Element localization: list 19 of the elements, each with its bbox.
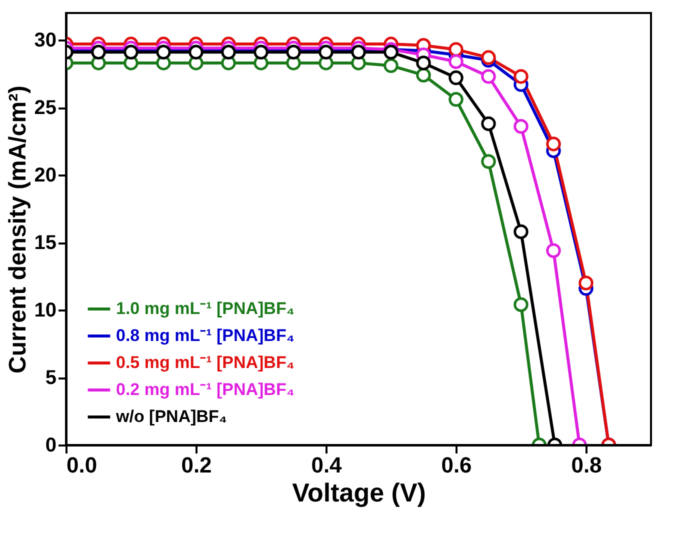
legend-label: 0.5 mg mL⁻¹ [PNA]BF₄ (116, 353, 294, 372)
legend-label: 0.2 mg mL⁻¹ [PNA]BF₄ (116, 380, 294, 399)
x-axis-title: Voltage (V) (292, 478, 426, 508)
y-axis-title: Current density (mA/cm²) (4, 85, 32, 374)
y-tick-label: 5 (45, 367, 56, 389)
x-tick-label: 0.6 (441, 452, 472, 478)
x-tick-label: 0.8 (571, 452, 602, 478)
legend-label: w/o [PNA]BF₄ (115, 407, 228, 426)
legend-label: 1.0 mg mL⁻¹ [PNA]BF₄ (116, 299, 294, 318)
legend-label: 0.8 mg mL⁻¹ [PNA]BF₄ (116, 326, 294, 345)
x-tick-label: 0.2 (181, 452, 212, 478)
y-tick-label: 10 (34, 300, 56, 322)
x-tick-label: 0.4 (311, 452, 343, 478)
x-tick-label: 0.0 (66, 452, 98, 478)
y-tick-label: 30 (34, 30, 56, 52)
y-tick-label: 15 (34, 232, 56, 254)
y-tick-label: 0 (45, 434, 56, 456)
y-tick-label: 25 (34, 97, 56, 119)
y-tick-label: 20 (34, 164, 56, 186)
